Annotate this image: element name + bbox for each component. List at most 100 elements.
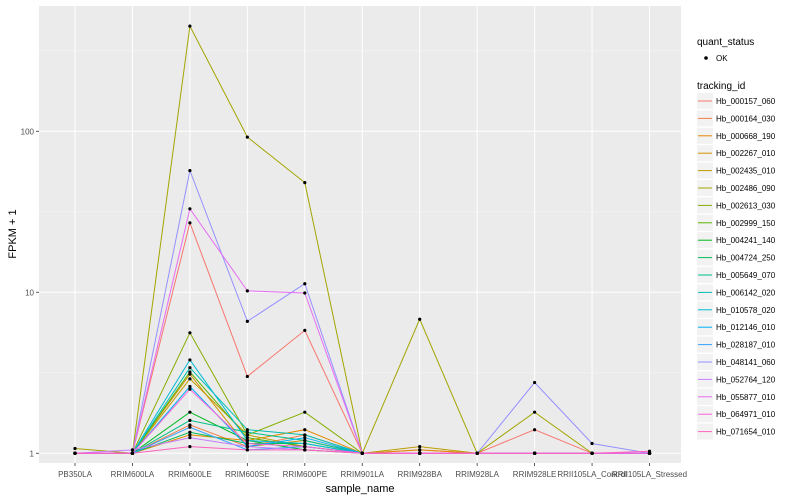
data-point <box>475 451 479 455</box>
data-point <box>188 221 192 225</box>
data-point <box>303 438 307 443</box>
data-point <box>73 446 77 451</box>
x-tick-label: RRIM600LE <box>168 470 212 479</box>
data-point <box>245 444 249 449</box>
x-axis: PB350LA RRIM600LA RRIM600LE RRIM600SE RRIM60… <box>58 463 687 479</box>
plot-panel <box>39 6 681 463</box>
x-tick-label: RRIM901LA <box>340 470 384 479</box>
data-point <box>245 374 249 379</box>
data-point <box>188 370 192 374</box>
data-point <box>188 410 192 414</box>
legend-label-hb_048141_060: Hb_048141_060 <box>716 358 776 367</box>
grid-lines <box>39 6 681 463</box>
data-points <box>73 24 652 455</box>
y-tick-label: 100 <box>21 127 35 136</box>
legend-label-hb_010578_020: Hb_010578_020 <box>716 306 776 315</box>
data-point <box>303 444 307 449</box>
data-point <box>188 366 192 370</box>
data-point <box>245 448 249 452</box>
data-point <box>590 451 594 455</box>
legend-label-hb_002435_010: Hb_002435_010 <box>716 167 776 176</box>
legend-label-hb_004241_140: Hb_004241_140 <box>716 236 776 245</box>
y-tick-label: 1 <box>30 449 35 458</box>
data-point <box>303 433 307 437</box>
legend-label-hb_028187_010: Hb_028187_010 <box>716 341 776 350</box>
data-point <box>188 433 192 437</box>
data-point <box>303 448 307 452</box>
data-point <box>245 319 249 323</box>
data-point <box>245 438 249 443</box>
legend-label-hb_000668_190: Hb_000668_190 <box>716 132 776 141</box>
x-tick-label: RRIM600LA <box>111 470 155 479</box>
legend-label-hb_006142_020: Hb_006142_020 <box>716 288 776 297</box>
data-point <box>188 358 192 362</box>
y-axis-title: FPKM + 1 <box>7 209 19 258</box>
x-axis-title: sample_name <box>325 483 394 495</box>
legend-label-hb_000164_030: Hb_000164_030 <box>716 114 776 123</box>
data-point <box>303 436 307 440</box>
data-point <box>188 418 192 423</box>
data-point <box>130 448 135 452</box>
y-axis: 1 10 100 <box>21 127 39 458</box>
legend-label-hb_000157_060: Hb_000157_060 <box>716 97 776 106</box>
data-point <box>245 433 249 437</box>
data-point <box>533 451 537 455</box>
data-point <box>188 436 192 440</box>
data-point <box>73 451 77 455</box>
data-point <box>418 444 422 449</box>
x-tick-label: RRIM600PE <box>283 470 327 479</box>
data-point <box>303 428 307 432</box>
data-point <box>533 410 537 414</box>
data-point <box>647 449 652 453</box>
legend-label-hb_064971_010: Hb_064971_010 <box>716 410 776 419</box>
data-point <box>188 425 192 429</box>
data-point <box>188 377 192 381</box>
legend-color-keys: Hb_000157_060 Hb_000164_030 Hb_000668_190 H… <box>697 93 776 440</box>
data-point <box>245 430 249 434</box>
data-point <box>188 384 192 389</box>
data-point <box>188 331 192 335</box>
data-point <box>130 451 135 455</box>
x-tick-label: RRIM928LA <box>455 470 499 479</box>
data-point <box>188 387 192 391</box>
data-point <box>360 451 364 455</box>
data-point <box>418 448 422 452</box>
data-point <box>245 135 249 139</box>
data-point <box>533 428 537 432</box>
data-point <box>303 441 307 446</box>
x-tick-label: RRII105LA_Control <box>557 470 627 479</box>
legend-color-title: tracking_id <box>697 81 745 92</box>
data-point <box>303 282 307 286</box>
legend-label-hb_071654_010: Hb_071654_010 <box>716 428 776 437</box>
data-point <box>590 441 594 446</box>
x-tick-label: RRII105LA_Stressed <box>612 470 687 479</box>
x-tick-label: PB350LA <box>58 470 92 479</box>
legend-label-hb_002999_150: Hb_002999_150 <box>716 219 776 228</box>
legend-shape-label-ok: OK <box>716 54 728 63</box>
y-tick-label: 10 <box>25 288 34 297</box>
data-point <box>188 423 192 427</box>
legend-label-hb_012146_010: Hb_012146_010 <box>716 323 776 332</box>
legend-label-hb_002267_010: Hb_002267_010 <box>716 149 776 158</box>
data-point <box>188 372 192 376</box>
data-point <box>533 380 537 385</box>
data-point <box>303 410 307 414</box>
data-point <box>303 328 307 332</box>
legend-label-hb_002613_030: Hb_002613_030 <box>716 201 776 210</box>
data-point <box>245 436 249 440</box>
data-point <box>418 317 422 321</box>
data-point <box>303 180 307 185</box>
data-point <box>303 291 307 295</box>
x-tick-label: RRIM928BA <box>397 470 442 479</box>
legend-label-hb_052764_120: Hb_052764_120 <box>716 375 776 384</box>
data-point <box>418 451 422 455</box>
x-tick-label: RRIM928LE <box>513 470 557 479</box>
legend-shape-key-ok <box>704 56 708 60</box>
legend-label-hb_002486_090: Hb_002486_090 <box>716 184 776 193</box>
data-point <box>188 444 192 449</box>
data-point <box>188 207 192 211</box>
legend-shape-title: quant_status <box>697 37 754 48</box>
data-point <box>245 289 249 293</box>
data-point <box>188 24 192 28</box>
